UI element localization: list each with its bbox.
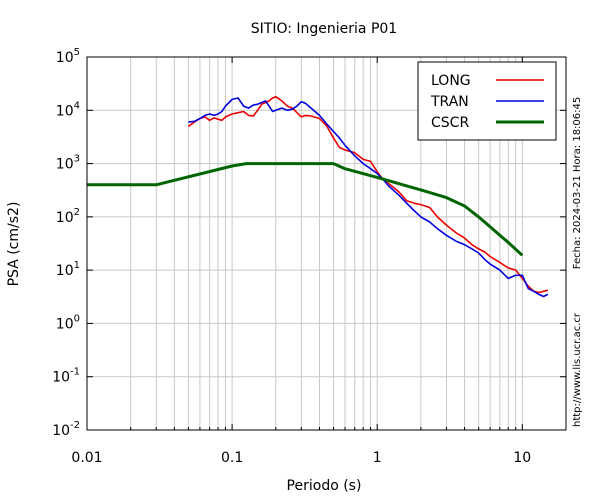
axis-ticks bbox=[86, 56, 566, 431]
y-tick-label: 101 bbox=[56, 260, 80, 279]
y-tick-label: 10-1 bbox=[52, 367, 80, 386]
plot-frame bbox=[86, 56, 567, 431]
y-tick-label: 100 bbox=[56, 313, 80, 332]
chart-title: SITIO: Ingenieria P01 bbox=[251, 21, 397, 37]
grid-lines bbox=[87, 57, 566, 430]
date-stamp: Fecha: 2024-03-21 Hora: 18:06:45 bbox=[572, 97, 583, 270]
y-axis-label: PSA (cm/s2) bbox=[6, 202, 22, 287]
series-line-tran bbox=[188, 97, 549, 298]
legend-label-long: LONG bbox=[431, 73, 471, 89]
series-line-long bbox=[187, 95, 549, 294]
y-tick-label: 105 bbox=[56, 47, 80, 66]
tick-labels: 0.01 0.1 1 10 10-2 10-1 100 101 102 103 104 105 bbox=[52, 47, 531, 466]
legend-label-tran: TRAN bbox=[430, 94, 469, 110]
x-axis-label: Periodo (s) bbox=[287, 478, 362, 494]
x-tick-label: 1 bbox=[373, 450, 382, 466]
series-lines bbox=[87, 95, 549, 298]
y-tick-label: 104 bbox=[56, 100, 80, 119]
y-tick-label: 102 bbox=[56, 207, 80, 226]
x-tick-label: 0.1 bbox=[221, 450, 243, 466]
legend-label-cscr: CSCR bbox=[431, 115, 469, 131]
x-tick-label: 10 bbox=[513, 450, 531, 466]
x-tick-label: 0.01 bbox=[71, 450, 102, 466]
y-tick-label: 103 bbox=[56, 154, 80, 173]
legend: LONG TRAN CSCR bbox=[417, 61, 557, 141]
source-url: http://www.lis.ucr.ac.cr bbox=[572, 312, 583, 427]
y-tick-label: 10-2 bbox=[52, 420, 80, 439]
series-line-cscr bbox=[87, 162, 524, 257]
